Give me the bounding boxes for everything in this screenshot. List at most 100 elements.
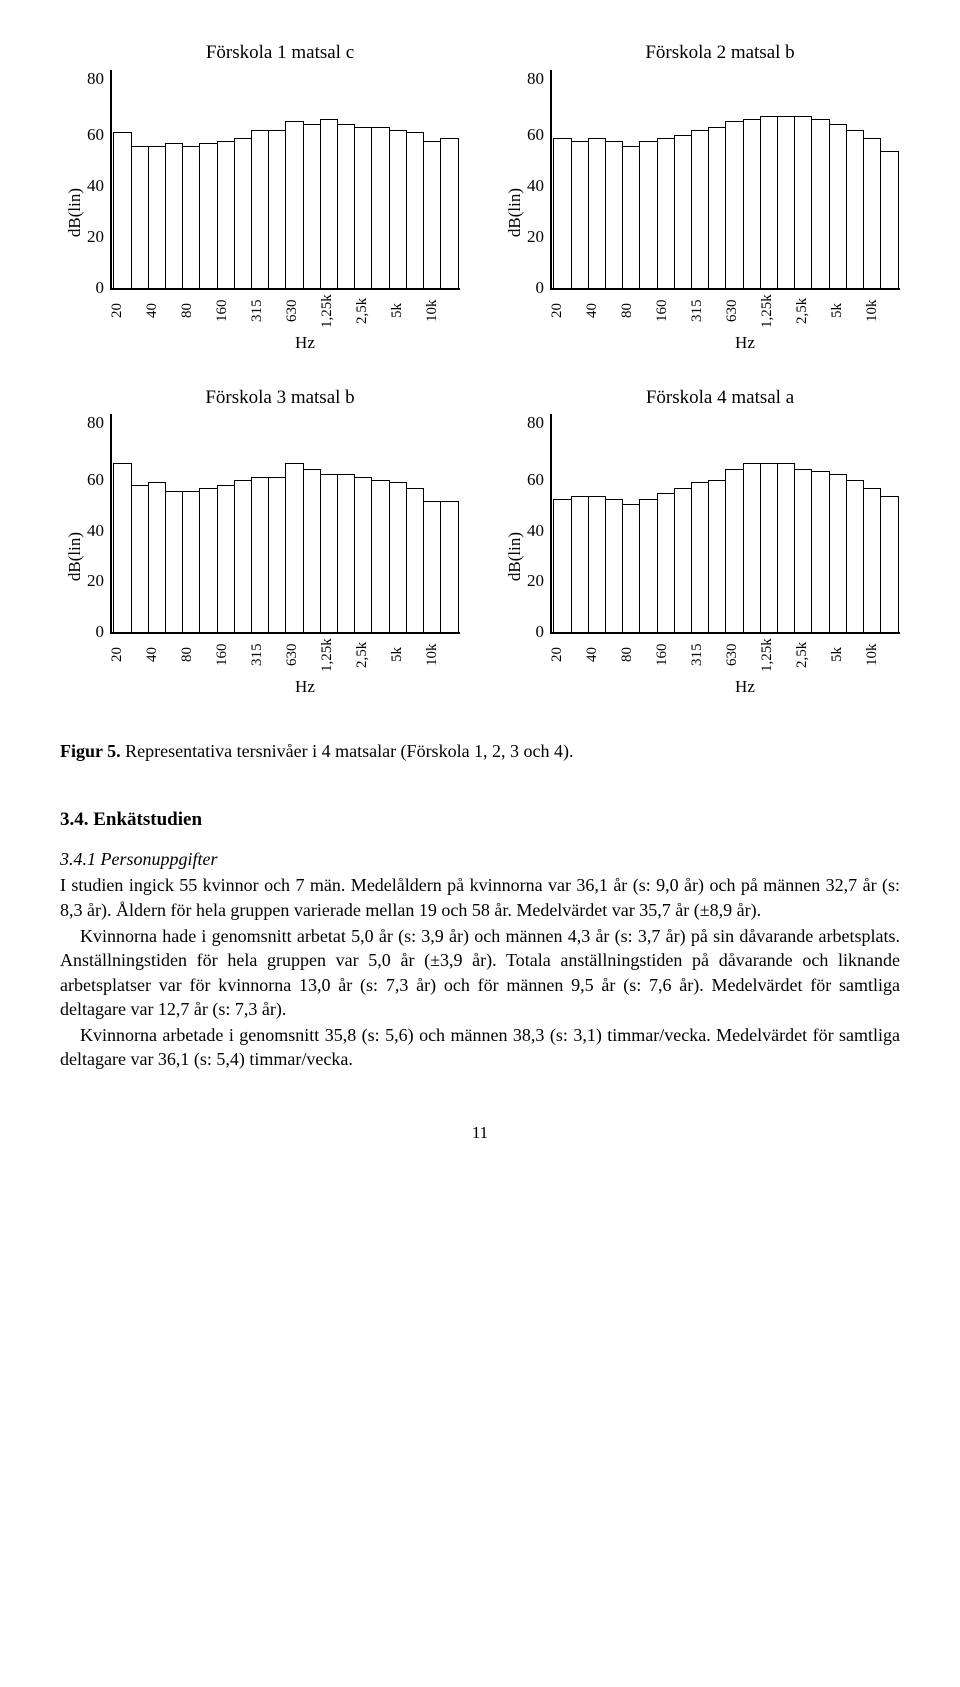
x-tick: 2,5k xyxy=(355,638,390,672)
bar xyxy=(691,130,709,288)
x-tick: 315 xyxy=(250,294,285,328)
figure-caption-label: Figur 5. xyxy=(60,741,121,761)
bar xyxy=(553,138,571,288)
chart-title: Förskola 1 matsal c xyxy=(100,40,460,66)
chart: Förskola 2 matsal bdB(lin)80604020020408… xyxy=(500,40,900,355)
bar xyxy=(285,121,303,287)
x-ticks: 2040801603156301,25k2,5k5k10k xyxy=(110,294,460,328)
x-tick: 160 xyxy=(215,294,250,328)
bar xyxy=(182,491,200,633)
x-tick: 630 xyxy=(725,638,760,672)
bar xyxy=(743,119,761,288)
y-tick: 0 xyxy=(535,279,544,296)
y-tick: 40 xyxy=(87,522,104,539)
x-tick: 630 xyxy=(725,294,760,328)
bar xyxy=(406,488,424,632)
x-tick: 160 xyxy=(655,638,690,672)
bar xyxy=(829,474,847,632)
bar xyxy=(113,132,131,287)
plot-area xyxy=(110,70,460,290)
bar xyxy=(639,499,657,633)
x-tick: 630 xyxy=(285,638,320,672)
y-ticks: 806040200 xyxy=(87,70,110,290)
bar xyxy=(846,130,864,288)
y-tick: 20 xyxy=(87,228,104,245)
y-tick: 80 xyxy=(527,70,544,87)
bar xyxy=(234,138,252,288)
bar xyxy=(440,501,458,632)
x-tick: 40 xyxy=(145,294,180,328)
x-tick: 10k xyxy=(425,294,460,328)
bar xyxy=(880,496,898,632)
bar xyxy=(829,124,847,288)
x-tick: 10k xyxy=(425,638,460,672)
y-axis-label: dB(lin) xyxy=(60,188,87,237)
bar xyxy=(639,141,657,288)
chart: Förskola 1 matsal cdB(lin)80604020020408… xyxy=(60,40,460,355)
bar xyxy=(148,146,166,288)
y-ticks: 806040200 xyxy=(527,414,550,634)
bar xyxy=(217,485,235,632)
paragraph: Kvinnorna arbetade i genomsnitt 35,8 (s:… xyxy=(60,1023,900,1072)
bar xyxy=(389,482,407,632)
x-tick: 20 xyxy=(550,638,585,672)
x-tick: 160 xyxy=(215,638,250,672)
bar xyxy=(657,138,675,288)
x-tick: 5k xyxy=(390,638,425,672)
chart-title: Förskola 2 matsal b xyxy=(540,40,900,66)
y-axis-label: dB(lin) xyxy=(60,532,87,581)
bar xyxy=(571,141,589,288)
y-tick: 20 xyxy=(87,572,104,589)
chart-title: Förskola 4 matsal a xyxy=(540,385,900,411)
x-tick: 160 xyxy=(655,294,690,328)
bar xyxy=(725,469,743,633)
x-tick: 2,5k xyxy=(795,294,830,328)
y-tick: 40 xyxy=(87,177,104,194)
x-tick: 1,25k xyxy=(320,638,355,672)
x-tick: 40 xyxy=(585,294,620,328)
y-tick: 20 xyxy=(527,228,544,245)
bar xyxy=(863,138,881,288)
y-tick: 80 xyxy=(87,70,104,87)
bar xyxy=(605,499,623,633)
bar xyxy=(251,477,269,632)
bar xyxy=(743,463,761,632)
bar xyxy=(657,493,675,632)
bar xyxy=(571,496,589,632)
bar xyxy=(337,474,355,632)
bar xyxy=(760,463,778,632)
x-tick: 80 xyxy=(620,638,655,672)
bar xyxy=(234,480,252,633)
x-tick: 315 xyxy=(690,294,725,328)
bar xyxy=(285,463,303,632)
y-tick: 20 xyxy=(527,572,544,589)
bar xyxy=(777,463,795,632)
bar xyxy=(303,469,321,633)
plot-area xyxy=(550,414,900,634)
x-tick: 80 xyxy=(180,638,215,672)
x-tick: 2,5k xyxy=(795,638,830,672)
bar xyxy=(371,480,389,633)
y-axis-label: dB(lin) xyxy=(500,188,527,237)
bar xyxy=(794,469,812,633)
x-tick: 1,25k xyxy=(320,294,355,328)
x-axis-label: Hz xyxy=(590,332,900,355)
figure-caption: Figur 5. Representativa tersnivåer i 4 m… xyxy=(60,739,900,763)
paragraph: Kvinnorna hade i genomsnitt arbetat 5,0 … xyxy=(60,924,900,1021)
x-tick: 5k xyxy=(830,638,865,672)
x-ticks: 2040801603156301,25k2,5k5k10k xyxy=(550,638,900,672)
bar xyxy=(846,480,864,633)
bar xyxy=(811,119,829,288)
bar xyxy=(553,499,571,633)
subsection-heading: 3.4.1 Personuppgifter xyxy=(60,847,900,871)
bar xyxy=(794,116,812,288)
bar xyxy=(863,488,881,632)
plot-area xyxy=(550,70,900,290)
bar xyxy=(389,130,407,288)
section-heading: 3.4. Enkätstudien xyxy=(60,807,900,833)
bar xyxy=(691,482,709,632)
x-tick: 315 xyxy=(690,638,725,672)
bar xyxy=(354,477,372,632)
x-tick: 5k xyxy=(830,294,865,328)
x-axis-label: Hz xyxy=(590,676,900,699)
